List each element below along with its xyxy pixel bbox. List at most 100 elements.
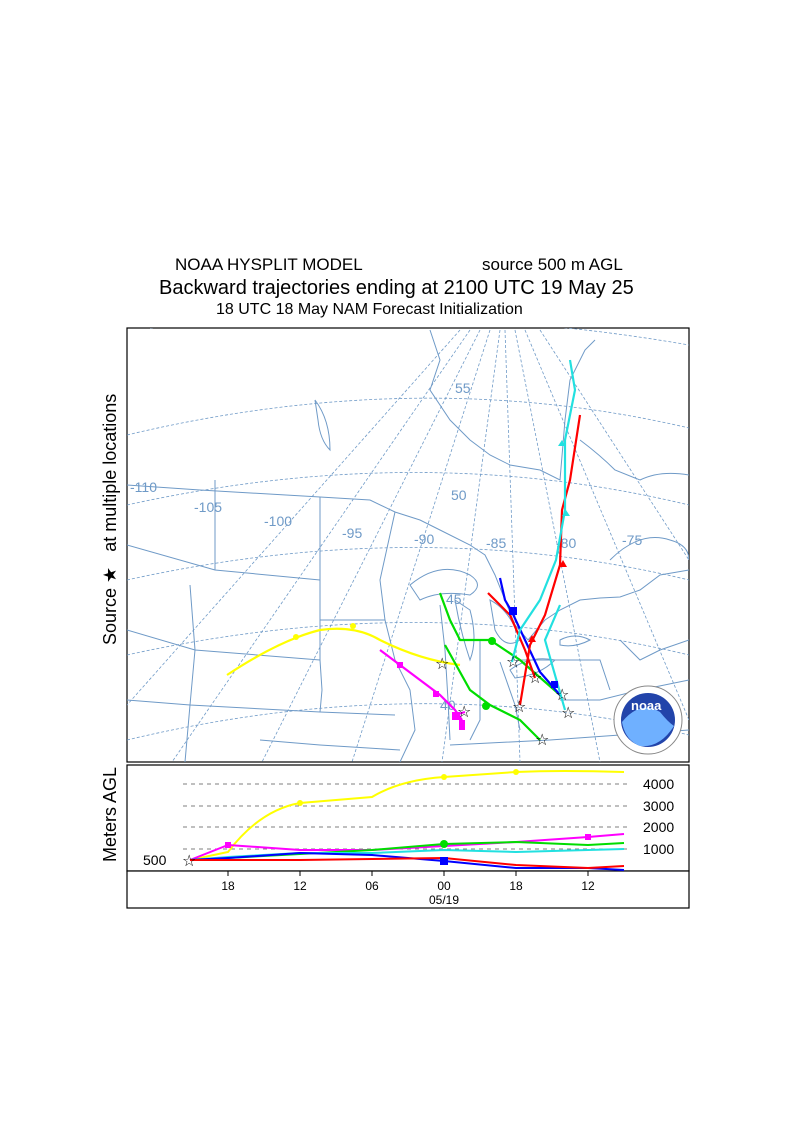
- level-label: 3000: [643, 798, 674, 814]
- lon-label: -95: [342, 525, 362, 541]
- time-tick-label: 00: [437, 879, 451, 893]
- time-tick-label: 12: [293, 879, 307, 893]
- level-label: 4000: [643, 776, 674, 792]
- logo-wave: [622, 707, 674, 747]
- level-label: 2000: [643, 819, 674, 835]
- source-star-icon: ☆: [182, 851, 196, 870]
- lake-winnipeg: [314, 399, 331, 452]
- lat-label: 55: [455, 380, 471, 396]
- marker-red: [528, 635, 536, 642]
- quebec-coast: [579, 439, 689, 481]
- lon-label: -100: [264, 513, 292, 529]
- lon-line-95: [351, 329, 491, 762]
- state-line: [319, 497, 323, 713]
- source-star-icon: ☆: [435, 654, 449, 673]
- lon-line-105: [171, 329, 471, 762]
- lon-label: -85: [486, 535, 506, 551]
- time-ticks: [227, 871, 589, 876]
- marker-magenta: [459, 720, 465, 730]
- time-tick-label: 12: [581, 879, 595, 893]
- lon-line-75: [524, 329, 689, 721]
- marker-blue: [551, 681, 558, 688]
- start-level-label: 500: [143, 852, 167, 868]
- height-yellow: [189, 770, 625, 861]
- lat-line-40: [127, 622, 689, 656]
- time-tick-label: 06: [365, 879, 379, 893]
- level-labels: 4000 3000 2000 1000 500: [143, 776, 674, 868]
- marker-yellow: [350, 623, 356, 629]
- marker-magenta: [397, 662, 403, 668]
- trajectory-yellow: [226, 627, 461, 676]
- lon-line-100: [261, 329, 481, 762]
- subtitle: 18 UTC 18 May NAM Forecast Initializatio…: [216, 301, 523, 318]
- state-line: [184, 584, 196, 762]
- lake-superior: [409, 568, 478, 601]
- marker-yellow: [513, 769, 519, 775]
- source-star-icon: ☆: [535, 730, 549, 749]
- level-label: 1000: [643, 841, 674, 857]
- coord-labels: 55 50 45 40 -110 -105 -100 -95 -90 -85 -…: [130, 380, 642, 713]
- height-curves: [189, 770, 625, 871]
- st-lawrence: [609, 537, 689, 561]
- marker-magenta: [433, 691, 439, 697]
- marker-green: [440, 840, 448, 848]
- date-label: 05/19: [429, 893, 459, 907]
- trajectory-markers: [293, 440, 570, 730]
- lon-label: -90: [414, 531, 434, 547]
- marker-blue: [440, 857, 448, 865]
- marker-blue: [509, 607, 517, 615]
- lat-line-55: [127, 397, 689, 436]
- marker-yellow: [297, 800, 303, 806]
- source-star-icon: ☆: [528, 668, 542, 687]
- marker-cyan: [562, 510, 570, 516]
- state-line: [619, 639, 689, 661]
- lat-label: 45: [446, 591, 462, 607]
- lon-line-110: [127, 329, 461, 706]
- hudson-bay-coast: [429, 329, 596, 481]
- source-star-icon: ☆: [561, 703, 575, 722]
- height-markers: [225, 769, 591, 865]
- noaa-logo: noaa: [613, 685, 683, 755]
- marker-green: [482, 702, 490, 710]
- lat-line-45: [127, 547, 689, 581]
- lat-label: 50: [451, 487, 467, 503]
- lon-label: -105: [194, 499, 222, 515]
- source-stars: ☆ ☆ ☆ ☆ ☆ ☆ ☆ ☆: [435, 652, 575, 749]
- source-star-icon: ☆: [555, 685, 569, 704]
- lat-label: 40: [440, 697, 456, 713]
- trajectory-cyan: [510, 359, 577, 711]
- lake-michigan: [454, 598, 475, 662]
- time-axis-frame: [126, 870, 690, 909]
- state-line: [259, 739, 401, 751]
- state-line: [520, 659, 611, 691]
- source-star-icon: ☆: [506, 652, 520, 671]
- marker-yellow: [293, 634, 299, 640]
- state-line: [439, 604, 451, 741]
- height-red: [190, 856, 625, 870]
- lake-ontario: [559, 635, 592, 647]
- marker-yellow: [441, 774, 447, 780]
- state-line: [499, 661, 521, 731]
- time-tick-labels: 18 12 06 00 18 12 05/19: [221, 879, 595, 907]
- lon-label: -75: [622, 532, 642, 548]
- lon-label: -110: [130, 479, 157, 495]
- state-line: [127, 699, 396, 716]
- lat-line-60: [150, 328, 689, 346]
- map-panel: 55 50 45 40 -110 -105 -100 -95 -90 -85 -…: [126, 327, 690, 763]
- height-panel: 4000 3000 2000 1000 500 ☆: [126, 764, 690, 909]
- source-height: source 500 m AGL: [482, 255, 623, 274]
- lat-line-50: [127, 472, 689, 506]
- trajectory-blue: [498, 577, 561, 696]
- lon-line-70: [539, 329, 689, 561]
- model-name: NOAA HYSPLIT MODEL: [175, 255, 363, 274]
- marker-magenta: [452, 712, 460, 720]
- state-line: [560, 679, 689, 701]
- time-tick-label: 18: [221, 879, 235, 893]
- lon-line-85: [504, 329, 521, 762]
- marker-magenta: [225, 842, 231, 848]
- trajectories: [226, 359, 582, 741]
- marker-red: [559, 560, 567, 567]
- source-star-icon: ☆: [457, 702, 471, 721]
- marker-magenta: [585, 834, 591, 840]
